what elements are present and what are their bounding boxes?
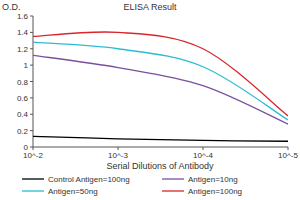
legend-swatch — [162, 178, 184, 179]
legend-swatch — [22, 190, 44, 191]
x-tick-label: 10^-2 — [23, 151, 43, 160]
y-tick — [30, 16, 33, 17]
x-tick — [118, 147, 119, 150]
y-tick — [30, 65, 33, 66]
x-tick — [33, 147, 34, 150]
y-tick-label: 0.2 — [17, 127, 29, 136]
x-tick — [288, 147, 289, 150]
legend-label: Antigen=10ng — [188, 175, 238, 184]
y-tick — [30, 32, 33, 33]
legend-swatch — [162, 190, 184, 191]
title: ELISA Result — [123, 2, 177, 12]
y-tick — [30, 114, 33, 115]
x-tick-label: 10^-4 — [193, 151, 213, 160]
legend-swatch — [22, 178, 44, 179]
y-tick — [30, 130, 33, 131]
y-tick — [30, 48, 33, 49]
series-line — [33, 32, 288, 116]
x-label: Serial Dilutions of Antibody — [106, 161, 214, 171]
y-tick-label: 1.4 — [17, 28, 29, 37]
y-tick-label: 1.2 — [17, 45, 29, 54]
x-tick — [203, 147, 204, 150]
legend-label: Antigen=100ng — [188, 187, 242, 196]
series-line — [33, 42, 288, 120]
plot-area — [33, 32, 288, 141]
x-axis — [33, 147, 288, 148]
series-line — [33, 136, 288, 141]
y-tick-label: 0.6 — [17, 94, 29, 103]
y-tick-label: 0.8 — [17, 78, 29, 87]
x-tick-label: 10^-5 — [278, 151, 298, 160]
legend-label: Control Antigen=100ng — [48, 175, 130, 184]
y-tick-label: 1 — [24, 61, 29, 70]
y-tick-label: 1.6 — [17, 12, 29, 21]
y-tick — [30, 81, 33, 82]
x-tick-label: 10^-3 — [108, 151, 128, 160]
y-label: O.D. — [2, 2, 21, 12]
series-line — [33, 55, 288, 124]
y-tick — [30, 97, 33, 98]
legend-label: Antigen=50ng — [48, 187, 98, 196]
y-tick-label: 0.4 — [17, 110, 29, 119]
